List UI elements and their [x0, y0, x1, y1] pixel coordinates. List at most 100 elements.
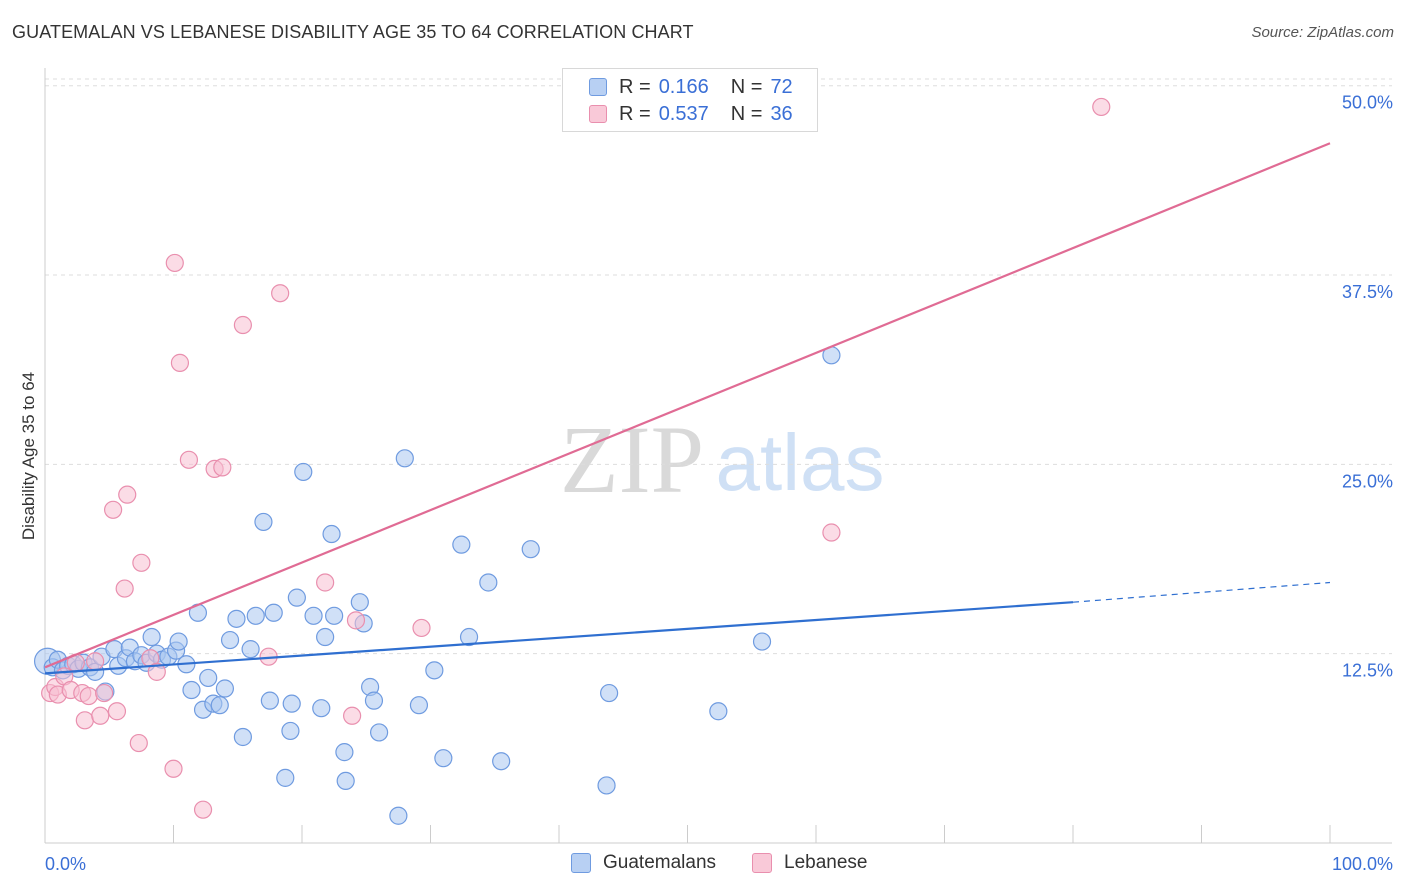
y-axis-label: Disability Age 35 to 64	[19, 372, 38, 540]
legend-n-value: 72	[770, 75, 793, 98]
guatemalan-point	[241, 640, 260, 659]
lebanese-points	[41, 97, 1111, 819]
legend-n-value: 36	[770, 102, 793, 125]
y-tick-label: 50.0%	[1342, 93, 1393, 113]
guatemalan-point	[364, 691, 384, 710]
guatemalan-point	[199, 668, 218, 688]
guatemalan-point	[335, 743, 354, 762]
lebanese-point	[1092, 97, 1111, 117]
lebanese-point	[170, 353, 190, 372]
guatemalan-point	[276, 768, 295, 787]
bottom-legend-guatemalans: Guatemalans	[571, 852, 716, 874]
guatemalan-point	[220, 630, 240, 650]
guatemalan-point	[370, 723, 389, 742]
bottom-legend-swatch-guatemalans	[571, 853, 591, 873]
watermark-atlas: atlas	[716, 418, 885, 507]
legend-r-label: R =	[619, 102, 651, 125]
watermark: ZIP atlas	[560, 406, 884, 513]
guatemalan-point	[521, 540, 540, 559]
x-tick-label: 0.0%	[45, 854, 86, 874]
guatemalan-point	[294, 462, 313, 482]
guatemalan-point	[395, 449, 414, 468]
lebanese-point	[132, 553, 151, 572]
guatemalan-point	[182, 680, 201, 700]
guatemalans-trend-line	[44, 601, 1074, 675]
legend-r-label: R =	[619, 75, 651, 98]
x-tick-label: 100.0%	[1332, 854, 1393, 874]
legend-row-lebanese: R = 0.537 N = 36	[589, 101, 793, 127]
y-tick-label: 12.5%	[1342, 661, 1393, 681]
guatemalan-point	[227, 609, 246, 628]
lebanese-point	[164, 759, 183, 778]
guatemalan-point	[260, 691, 279, 710]
guatemalan-point	[246, 606, 265, 625]
guatemalan-point	[434, 749, 453, 768]
lebanese-point	[129, 733, 148, 753]
guatemalan-point	[312, 699, 331, 718]
legend-r-value: 0.537	[658, 102, 709, 125]
guatemalan-point	[287, 588, 306, 607]
gridlines	[45, 78, 1392, 655]
tick-labels: 12.5% 25.0% 37.5% 50.0% 0.0% 100.0%	[45, 93, 1393, 874]
bottom-legend: Guatemalans Lebanese	[0, 852, 1406, 878]
guatemalan-point	[264, 603, 283, 622]
lebanese-point	[86, 652, 105, 671]
lebanese-point	[213, 458, 232, 477]
guatemalan-point	[304, 606, 323, 625]
bottom-legend-swatch-lebanese	[752, 853, 772, 873]
lebanese-point	[412, 618, 431, 638]
trend-lines	[44, 142, 1331, 675]
legend-row-guatemalans: R = 0.166 N = 72	[589, 74, 793, 100]
guatemalan-point	[254, 512, 273, 532]
lebanese-point	[165, 253, 184, 273]
legend-n-label: N =	[730, 75, 763, 98]
lebanese-point	[147, 662, 166, 681]
guatemalan-point	[325, 606, 344, 625]
lebanese-point	[104, 500, 123, 519]
lebanese-point	[107, 702, 127, 721]
lebanese-point	[79, 686, 98, 706]
guatemalan-point	[281, 721, 300, 741]
lebanese-point	[179, 450, 199, 469]
y-tick-label: 25.0%	[1342, 471, 1393, 491]
guatemalans-trend-extension	[1072, 581, 1331, 603]
guatemalan-point	[425, 661, 444, 680]
lebanese-point	[118, 485, 137, 504]
lebanese-point	[271, 284, 290, 303]
guatemalan-point	[233, 727, 252, 747]
lebanese-point	[115, 579, 134, 598]
guatemalan-point	[389, 806, 408, 825]
chart-title: GUATEMALAN VS LEBANESE DISABILITY AGE 35…	[12, 22, 694, 42]
lebanese-trend-line	[44, 142, 1331, 669]
source-label: Source: ZipAtlas.com	[1251, 24, 1394, 41]
lebanese-point	[193, 800, 213, 819]
guatemalan-point	[336, 771, 355, 791]
guatemalan-point	[282, 694, 301, 713]
guatemalan-point	[459, 627, 479, 647]
guatemalan-point	[350, 593, 369, 612]
lebanese-point	[316, 573, 335, 592]
guatemalan-point	[215, 679, 234, 698]
bottom-legend-label: Lebanese	[784, 852, 868, 873]
guatemalan-point	[452, 535, 471, 554]
legend: R = 0.166 N = 72 R = 0.537 N = 36	[562, 68, 818, 132]
guatemalan-point	[316, 627, 335, 647]
guatemalan-point	[409, 696, 429, 715]
guatemalan-point	[600, 683, 619, 703]
lebanese-point	[75, 711, 94, 730]
guatemalan-point	[752, 632, 772, 651]
axes	[44, 68, 1392, 844]
legend-r-value: 0.166	[658, 75, 709, 98]
legend-swatch-lebanese	[589, 105, 607, 123]
lebanese-point	[91, 706, 110, 725]
watermark-zip: ZIP	[560, 406, 704, 513]
legend-swatch-guatemalans	[589, 78, 607, 96]
guatemalan-point	[210, 696, 229, 715]
lebanese-point	[343, 706, 362, 725]
lebanese-point	[95, 683, 114, 703]
guatemalan-point	[709, 702, 728, 721]
guatemalan-point	[492, 752, 511, 771]
bottom-legend-lebanese: Lebanese	[752, 852, 867, 874]
guatemalan-point	[322, 524, 341, 544]
